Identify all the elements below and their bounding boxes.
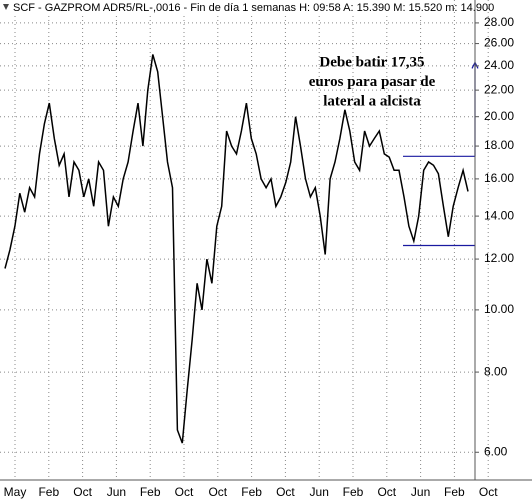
y-tick-label: 10.00 <box>484 302 514 316</box>
y-tick-label: 26.00 <box>484 36 514 50</box>
y-tick-label: 22.00 <box>484 82 514 96</box>
y-tick-label: 18.00 <box>484 138 514 152</box>
chart-title: SCF - GAZPROM ADR5/RL-,0016 - Fin de día… <box>13 2 494 14</box>
y-tick-label: 28.00 <box>484 15 514 29</box>
x-tick-label: Oct <box>73 485 92 499</box>
x-tick-label: Oct <box>208 485 227 499</box>
annotation: euros para pasar de <box>309 74 436 90</box>
x-tick-label: Jun <box>310 485 329 499</box>
x-tick-label: Oct <box>175 485 194 499</box>
x-tick-label: May <box>4 485 27 499</box>
annotation: Debe batir 17,35 <box>319 54 424 70</box>
x-tick-label: Feb <box>444 485 465 499</box>
x-tick-label: Jun <box>107 485 126 499</box>
x-tick-label: Feb <box>140 485 161 499</box>
y-tick-label: 20.00 <box>484 109 514 123</box>
menu-icon <box>3 4 9 10</box>
y-tick-label: 16.00 <box>484 171 514 185</box>
x-tick-label: Oct <box>276 485 295 499</box>
x-tick-label: Feb <box>241 485 262 499</box>
price-line <box>4 54 469 444</box>
x-tick-label: Feb <box>38 485 59 499</box>
title-background <box>0 0 440 16</box>
y-tick-label: 12.00 <box>484 251 514 265</box>
x-tick-label: Jun <box>411 485 430 499</box>
x-tick-label: Oct <box>377 485 396 499</box>
y-tick-label: 24.00 <box>484 58 514 72</box>
x-tick-label: Feb <box>343 485 364 499</box>
plot-area <box>0 0 489 480</box>
y-tick-label: 6.00 <box>484 444 508 458</box>
y-tick-label: 8.00 <box>484 364 508 378</box>
x-tick-label: Oct <box>479 485 498 499</box>
annotation: lateral a alcista <box>323 93 421 109</box>
y-tick-label: 14.00 <box>484 208 514 222</box>
